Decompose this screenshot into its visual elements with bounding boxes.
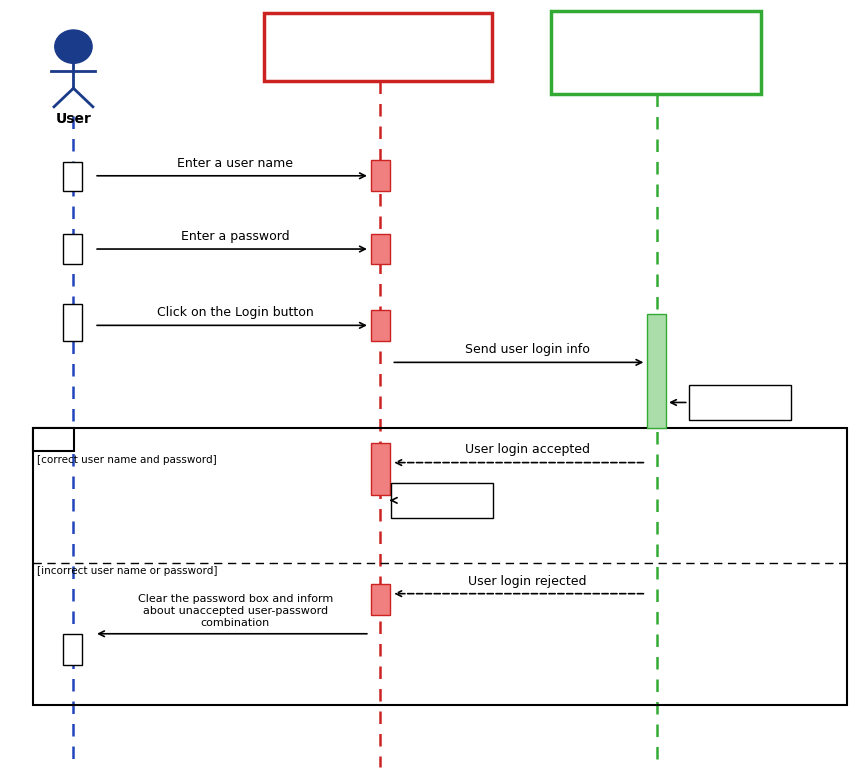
Bar (371, 584, 390, 615)
Text: User: User (55, 112, 92, 126)
Bar (371, 443, 390, 495)
Text: Clear the password box and inform
about unaccepted user-password
combination: Clear the password box and inform about … (138, 594, 333, 628)
Text: Send user login info: Send user login info (465, 343, 589, 356)
Text: User login accepted: User login accepted (465, 443, 589, 456)
Text: loginPage : Login
Page: loginPage : Login Page (313, 32, 448, 62)
Bar (33, 428, 74, 451)
Text: alt: alt (44, 433, 63, 446)
Text: authentication :
Authentication
Module: authentication : Authentication Module (594, 29, 720, 76)
Text: User login rejected: User login rejected (467, 574, 587, 588)
Text: [correct user name and password]: [correct user name and password] (37, 455, 217, 465)
Bar (647, 314, 666, 428)
Bar (264, 13, 492, 81)
Bar (63, 234, 82, 264)
Circle shape (54, 30, 92, 63)
Bar (551, 11, 761, 94)
Bar (63, 634, 82, 665)
Bar (63, 162, 82, 191)
Text: Enter a password: Enter a password (181, 230, 289, 243)
Bar (33, 428, 847, 705)
Text: Enter a user name: Enter a user name (177, 157, 294, 170)
Bar (63, 304, 82, 341)
Bar (371, 234, 390, 264)
Bar (391, 483, 493, 518)
Text: Click on the Login button: Click on the Login button (157, 306, 314, 319)
Text: [incorrect user name or password]: [incorrect user name or password] (37, 566, 218, 576)
Bar (371, 310, 390, 341)
Bar (689, 385, 791, 420)
Bar (371, 160, 390, 191)
Text: Validate user
password: Validate user password (703, 392, 776, 413)
Text: Redirect to the
target page: Redirect to the target page (401, 490, 484, 511)
